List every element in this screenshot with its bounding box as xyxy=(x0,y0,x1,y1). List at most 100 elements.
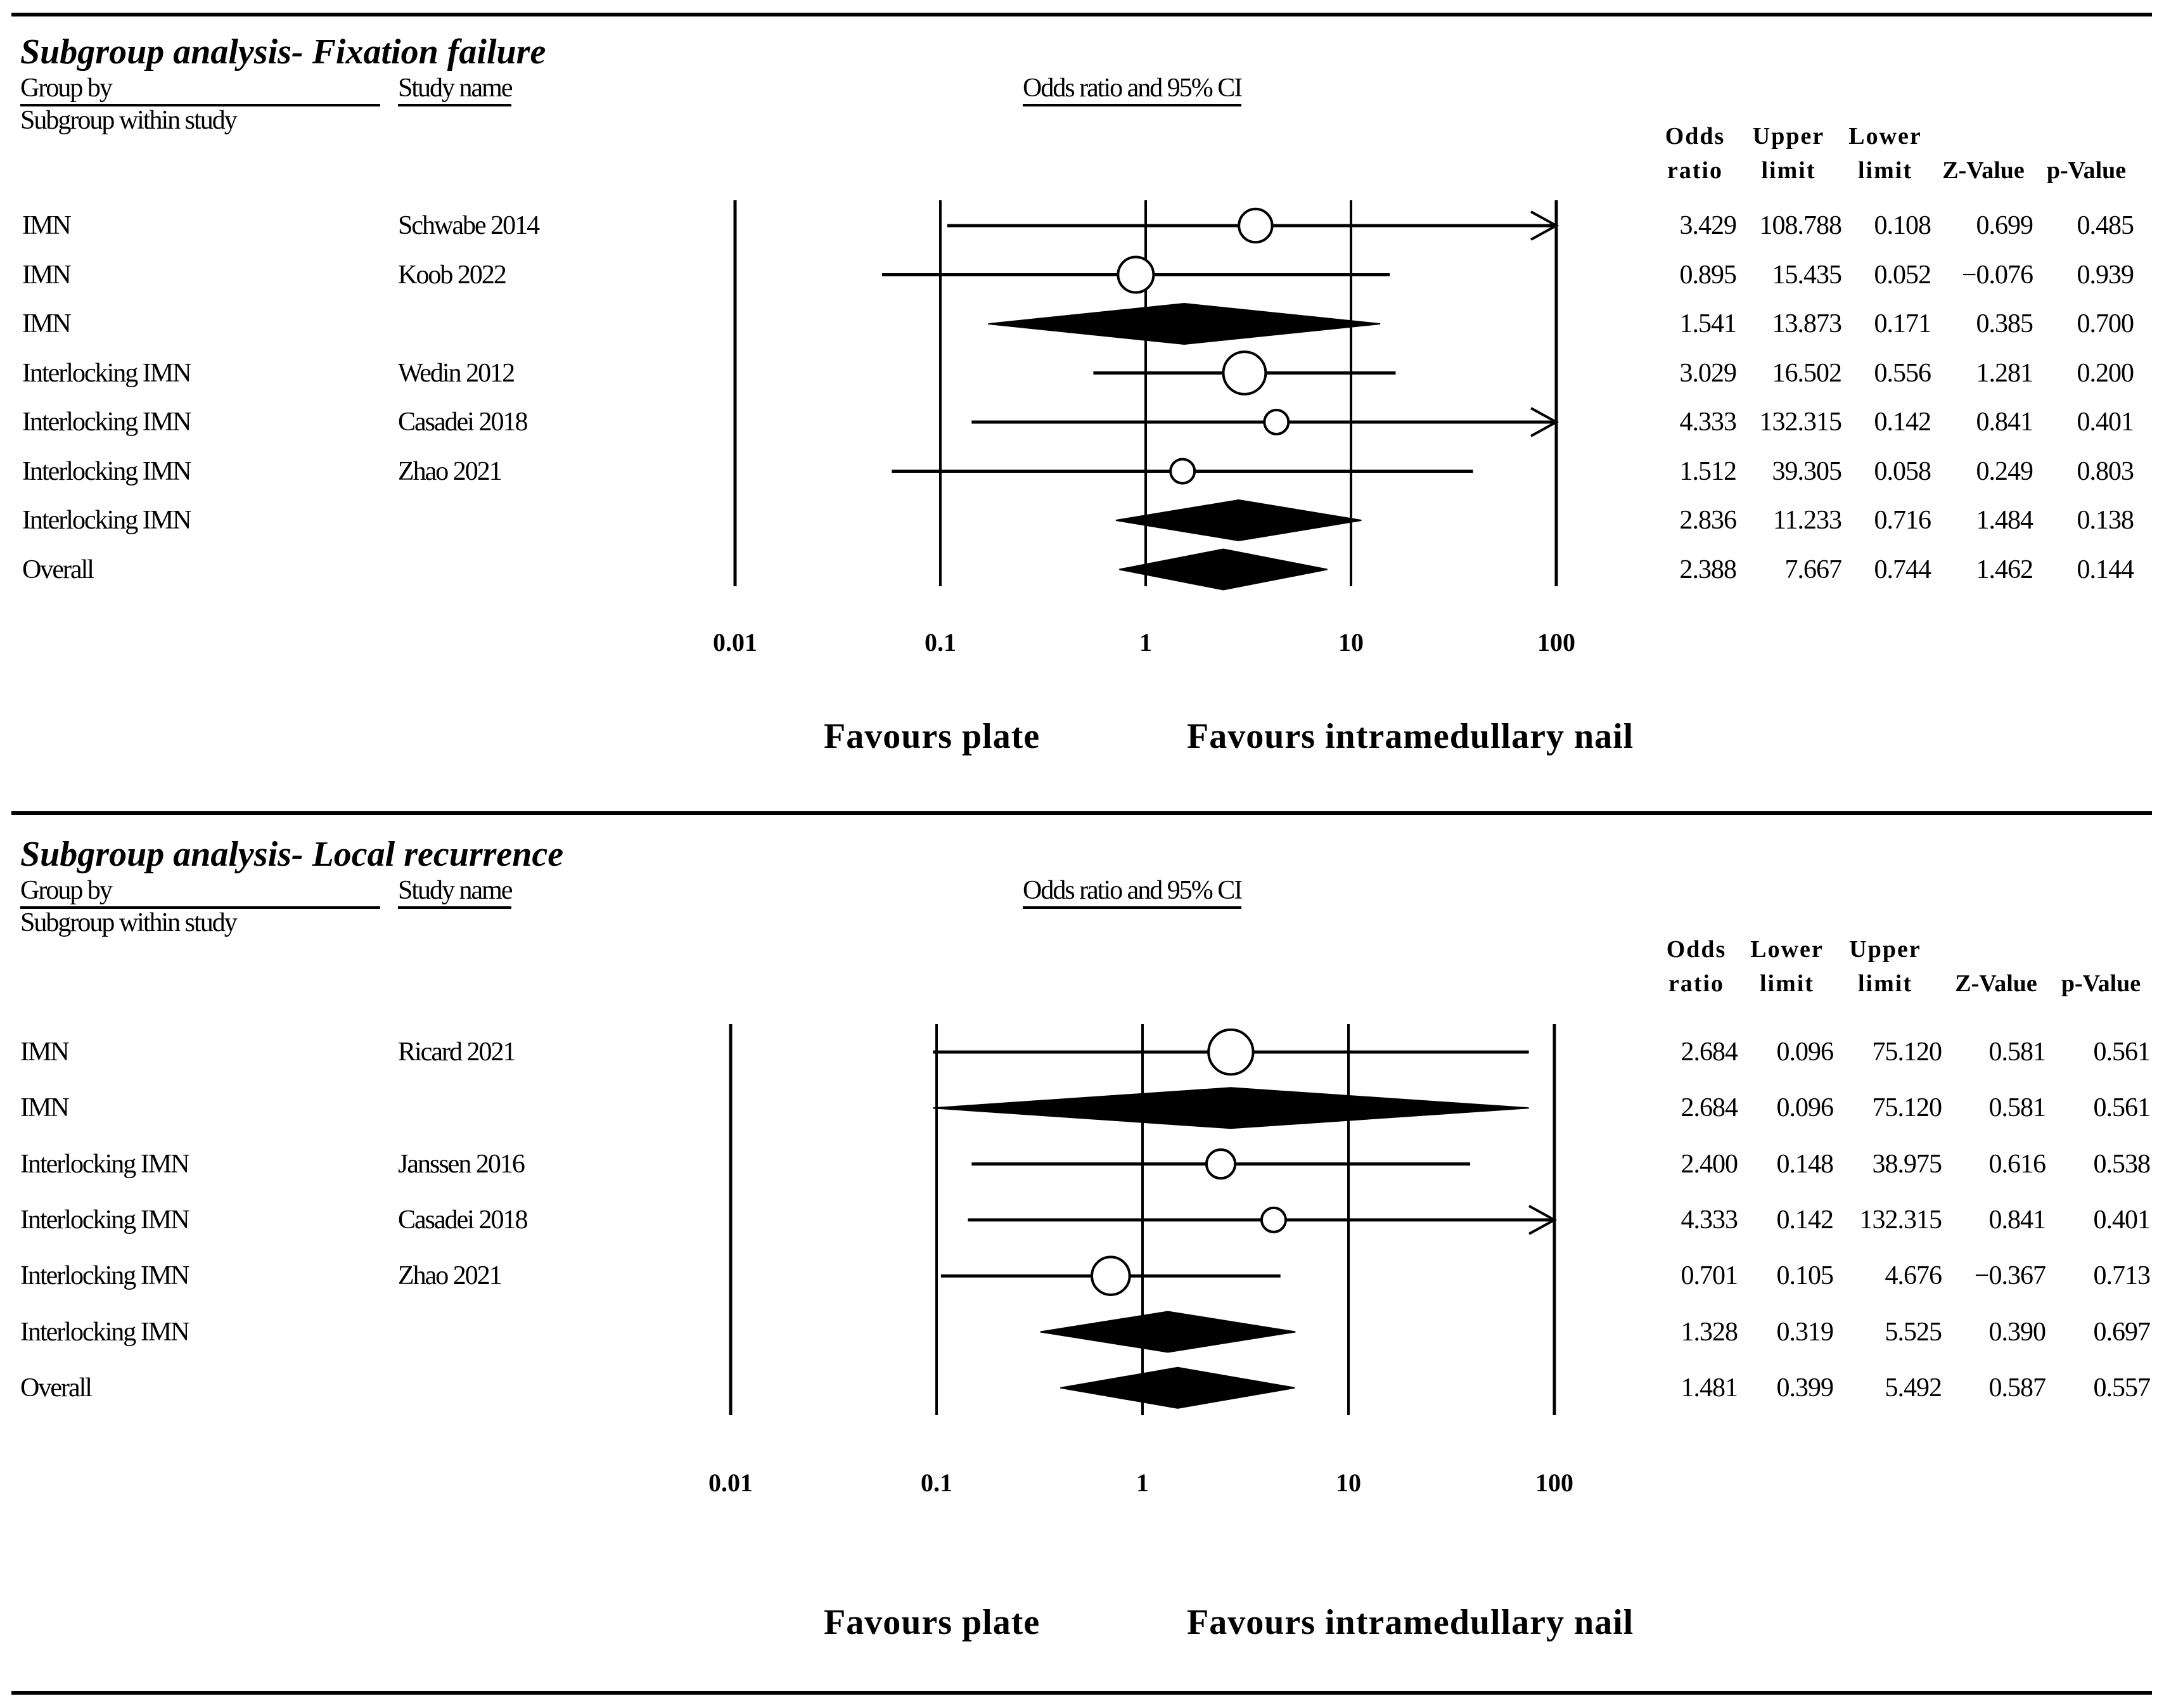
row-study-label: Zhao 2021 xyxy=(398,456,503,486)
x-tick-label: 10 xyxy=(1338,628,1364,657)
forest-panel-fixation-failure: Subgroup analysis- Fixation failure Grou… xyxy=(0,13,2164,811)
col-header-lower-limit: Lower limit xyxy=(1743,932,1831,1001)
group-by-header: Group by xyxy=(20,875,380,909)
row-study-label: Schwabe 2014 xyxy=(398,211,540,240)
x-tick-label: 0.1 xyxy=(921,1468,952,1497)
summary-diamond xyxy=(1040,1311,1296,1353)
row-value-cell: 0.699 xyxy=(1976,211,2033,240)
row-value-cell: 0.744 xyxy=(1874,555,1931,584)
row-value-cell: 39.305 xyxy=(1772,456,1842,486)
col-header-line2: limit xyxy=(1761,157,1816,184)
x-tick-label: 100 xyxy=(1535,1468,1573,1497)
row-value-cell: 0.556 xyxy=(1874,358,1931,388)
col-header-line1: Odds xyxy=(1666,936,1727,963)
point-estimate-marker xyxy=(1260,1206,1287,1233)
col-header-line1: Lower xyxy=(1750,936,1824,963)
chart-title: Subgroup analysis- Local recurrence xyxy=(20,835,564,874)
row-value-cell: 0.713 xyxy=(2093,1261,2151,1291)
row-group-label: Interlocking IMN xyxy=(22,408,191,437)
col-header-line1: Upper xyxy=(1752,123,1825,150)
row-value-cell: 0.557 xyxy=(2093,1373,2151,1403)
col-header-line2: ratio xyxy=(1667,157,1724,184)
x-tick-label: 0.1 xyxy=(925,628,956,657)
chart-title: Subgroup analysis- Fixation failure xyxy=(20,32,546,72)
row-value-cell: 0.401 xyxy=(2093,1205,2151,1235)
row-value-cell: 3.429 xyxy=(1679,211,1737,240)
row-value-cell: 0.581 xyxy=(1988,1093,2046,1123)
row-study-label: Wedin 2012 xyxy=(398,358,515,388)
col-header-line2: limit xyxy=(1858,157,1912,184)
row-group-label: IMN xyxy=(20,1037,70,1067)
row-study-label: Koob 2022 xyxy=(398,260,507,290)
row-value-cell: 1.281 xyxy=(1976,358,2033,388)
summary-diamond xyxy=(1119,548,1328,591)
row-value-cell: 0.587 xyxy=(1988,1373,2046,1403)
col-header-odds-ratio: Odds ratio xyxy=(1654,119,1736,188)
point-estimate-marker xyxy=(1238,207,1274,244)
row-value-cell: 0.052 xyxy=(1874,260,1931,290)
row-study-label: Casadei 2018 xyxy=(398,408,528,437)
favours-right-label: Favours intramedullary nail xyxy=(1187,717,1634,756)
row-value-cell: 2.836 xyxy=(1679,506,1737,535)
point-estimate-marker xyxy=(1263,409,1290,435)
row-value-cell: 1.481 xyxy=(1681,1373,1738,1403)
row-value-cell: 5.525 xyxy=(1885,1317,1942,1347)
summary-diamond xyxy=(988,302,1381,345)
row-value-cell: 0.803 xyxy=(2077,456,2134,486)
col-header-lower-limit: Lower limit xyxy=(1841,119,1930,188)
row-value-cell: −0.367 xyxy=(1974,1261,2046,1291)
point-estimate-marker xyxy=(1117,255,1155,294)
row-study-label: Janssen 2016 xyxy=(398,1149,525,1179)
row-value-cell: 1.541 xyxy=(1679,309,1737,338)
col-header-line2: limit xyxy=(1760,970,1814,997)
row-value-cell: 0.697 xyxy=(2093,1317,2151,1347)
subgroup-header: Subgroup within study xyxy=(20,908,238,937)
ci-arrow xyxy=(1530,210,1559,241)
effect-header: Odds ratio and 95% CI xyxy=(1023,875,1243,909)
x-tick-label: 1 xyxy=(1139,628,1152,657)
row-study-label: Zhao 2021 xyxy=(398,1261,503,1291)
col-header-line1: Lower xyxy=(1848,123,1922,150)
row-group-label: IMN xyxy=(22,260,72,290)
row-value-cell: 1.462 xyxy=(1976,555,2033,584)
row-value-cell: 0.701 xyxy=(1681,1261,1738,1291)
study-name-header: Study name xyxy=(398,73,513,106)
row-value-cell: 1.328 xyxy=(1681,1317,1738,1347)
study-name-header: Study name xyxy=(398,875,513,909)
row-group-label: Interlocking IMN xyxy=(22,506,191,535)
row-value-cell: 1.512 xyxy=(1679,456,1737,486)
row-value-cell: 4.333 xyxy=(1679,408,1737,437)
col-header-upper-limit: Upper limit xyxy=(1841,932,1930,1001)
point-estimate-marker xyxy=(1091,1255,1131,1297)
ci-arrow xyxy=(1530,407,1559,437)
point-estimate-marker xyxy=(1169,458,1196,485)
col-header-line1: Odds xyxy=(1665,123,1725,150)
row-value-cell: 16.502 xyxy=(1772,358,1842,388)
col-header-line2: ratio xyxy=(1668,970,1725,997)
point-estimate-marker xyxy=(1205,1148,1237,1180)
row-value-cell: 0.144 xyxy=(2077,555,2134,584)
middle-rule xyxy=(11,811,2152,815)
favours-left-label: Favours plate xyxy=(824,1603,1040,1642)
row-value-cell: −0.076 xyxy=(1961,260,2033,290)
ci-arrow xyxy=(1528,1205,1558,1235)
x-tick-label: 0.01 xyxy=(713,628,757,657)
row-value-cell: 0.058 xyxy=(1874,456,1931,486)
col-header-z-value: Z-Value xyxy=(1955,970,2037,997)
row-study-label: Casadei 2018 xyxy=(398,1205,528,1235)
x-tick-label: 1 xyxy=(1136,1468,1149,1497)
x-tick-label: 100 xyxy=(1537,628,1575,657)
row-value-cell: 0.561 xyxy=(2093,1093,2151,1123)
row-value-cell: 7.667 xyxy=(1784,555,1842,584)
effect-header: Odds ratio and 95% CI xyxy=(1023,73,1243,106)
row-value-cell: 2.388 xyxy=(1679,555,1737,584)
summary-diamond xyxy=(1115,499,1362,542)
row-value-cell: 0.105 xyxy=(1776,1261,1834,1291)
row-group-label: Overall xyxy=(20,1373,93,1403)
summary-diamond xyxy=(933,1087,1529,1129)
row-value-cell: 0.385 xyxy=(1976,309,2033,338)
row-value-cell: 1.484 xyxy=(1976,506,2033,535)
row-value-cell: 0.700 xyxy=(2077,309,2134,338)
col-header-odds-ratio: Odds ratio xyxy=(1655,932,1738,1001)
col-header-p-value: p-Value xyxy=(2061,970,2141,997)
